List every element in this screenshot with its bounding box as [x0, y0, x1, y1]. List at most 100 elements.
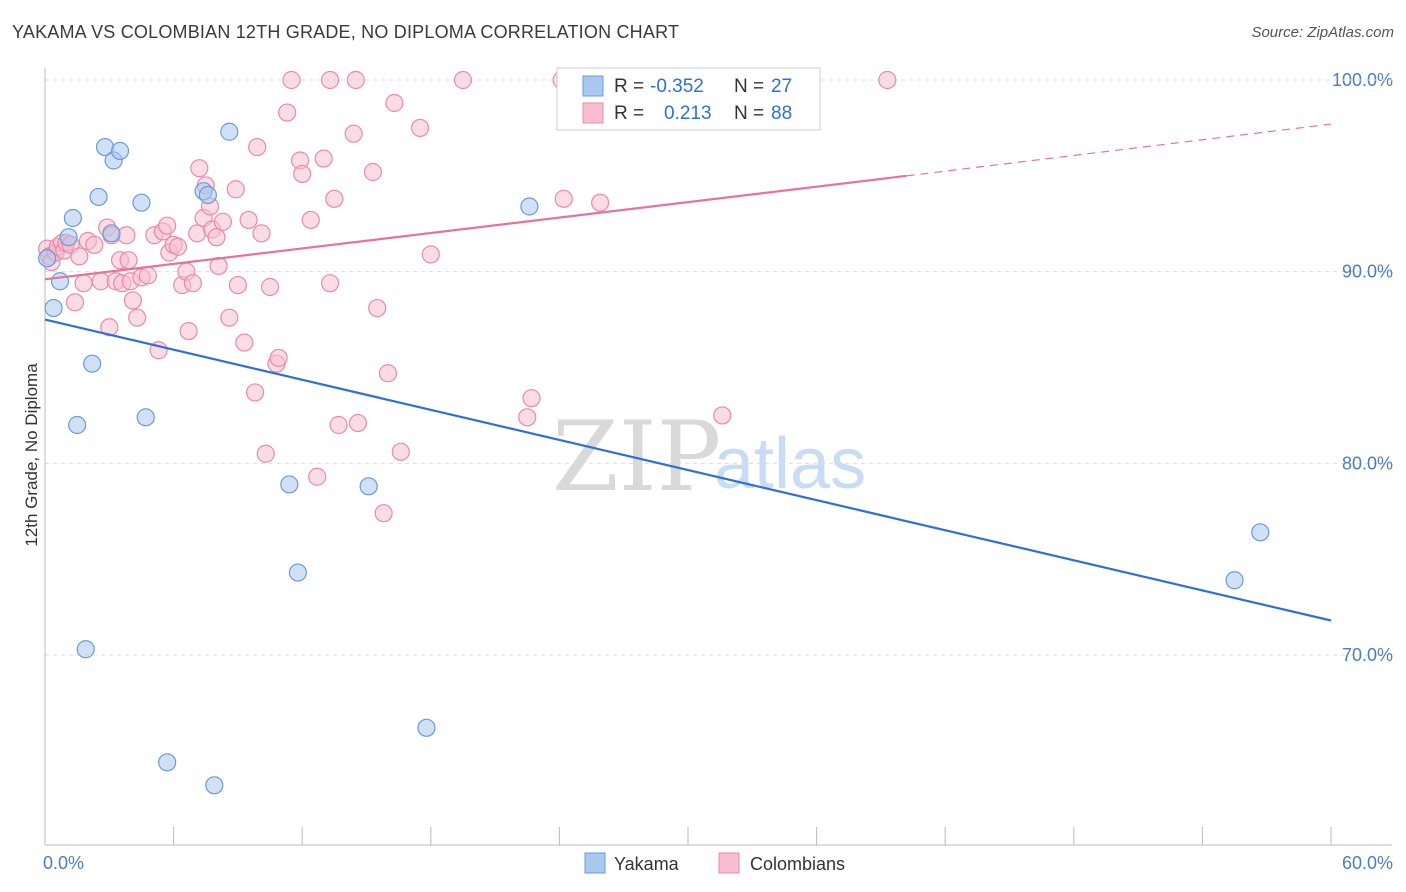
trend-line-colombians-extension [906, 123, 1332, 177]
colombian-point [522, 389, 541, 408]
legend-swatch-yakama [582, 75, 604, 97]
y-tick-label: 90.0% [1342, 262, 1393, 282]
trend-line-colombians [44, 174, 907, 281]
yakama-point [63, 208, 82, 228]
colombian-point [245, 383, 265, 402]
y-tick-label: 100.0% [1332, 70, 1393, 90]
colombian-point [117, 226, 136, 245]
x-tick-label-max: 60.0% [1342, 853, 1393, 873]
y-tick-label: 70.0% [1342, 645, 1393, 665]
legend-box: R = -0.352 N = 27 R = 0.213 N = 88 [556, 67, 821, 131]
yakama-point [136, 408, 155, 427]
colombian-point [158, 216, 177, 235]
yakama-point [76, 640, 95, 659]
source-label: Source: ZipAtlas.com [1251, 24, 1394, 41]
legend-r-label-yakama: R = [614, 76, 644, 97]
chart-title: YAKAMA VS COLOMBIAN 12TH GRADE, NO DIPLO… [12, 22, 680, 42]
yakama-point [280, 475, 299, 494]
colombian-point [65, 293, 85, 312]
colombian-point [308, 467, 327, 486]
colombian-point [85, 235, 104, 254]
x-tick-label-min: 0.0% [43, 853, 84, 873]
yakama-point [38, 249, 57, 268]
yakama-point [1251, 523, 1270, 542]
colombian-point [320, 70, 340, 90]
yakama-point [50, 272, 70, 291]
watermark-atlas: atlas [714, 424, 866, 504]
colombian-point [878, 70, 897, 90]
watermark: ZIP atlas [552, 401, 866, 513]
yakama-point [220, 122, 239, 141]
colombian-point [368, 298, 387, 318]
colombian-point [348, 413, 368, 433]
colombian-point [74, 274, 93, 293]
colombian-point [518, 408, 537, 427]
yakama-point [110, 141, 130, 161]
yakama-point [1225, 571, 1244, 590]
colombian-point [138, 266, 157, 285]
colombian-point [252, 224, 271, 243]
series-yakama [38, 122, 1270, 795]
yakama-point [417, 718, 436, 737]
bottom-legend-label-colombians: Colombians [750, 854, 845, 874]
yakama-point [520, 197, 539, 216]
yakama-point [198, 185, 217, 205]
colombian-point [554, 189, 573, 208]
colombian-point [228, 275, 247, 295]
yakama-point [102, 224, 121, 243]
colombian-point [278, 103, 297, 122]
colombian-point [183, 274, 202, 293]
bottom-legend-swatch-yakama [584, 852, 606, 874]
legend-n-value-yakama: 27 [771, 76, 792, 97]
yakama-point [288, 563, 308, 582]
series-colombians [38, 70, 897, 523]
yakama-point [205, 776, 224, 795]
legend-n-label-yakama: N = [734, 76, 764, 97]
yakama-point [68, 415, 87, 435]
colombian-point [385, 93, 404, 113]
yakama-point [44, 298, 63, 318]
colombian-point [226, 180, 245, 199]
trend-line-yakama [44, 318, 1332, 622]
yakama-point [158, 753, 177, 772]
colombian-point [128, 308, 147, 327]
colombian-point [346, 70, 365, 90]
y-tick-label: 80.0% [1342, 453, 1393, 473]
colombian-point [363, 162, 383, 182]
colombian-point [119, 251, 138, 270]
trend-lines [44, 123, 1332, 622]
yakama-point [89, 187, 108, 207]
colombian-point [282, 70, 301, 90]
yakama-point [132, 193, 151, 212]
colombian-point [325, 189, 344, 208]
colombian-point [391, 442, 410, 461]
bottom-legend-swatch-colombians [718, 852, 740, 874]
colombian-point [213, 212, 232, 231]
colombian-point [329, 415, 348, 435]
colombian-point [168, 237, 187, 256]
colombian-point [188, 224, 207, 243]
colombian-point [207, 228, 226, 247]
legend-n-value-colombians: 88 [771, 103, 792, 124]
colombian-point [314, 149, 333, 168]
colombian-point [179, 321, 198, 341]
colombian-point [293, 164, 312, 184]
colombian-point [248, 137, 267, 157]
colombian-point [374, 504, 393, 523]
legend-r-value-colombians: 0.213 [664, 103, 712, 124]
colombian-point [301, 210, 320, 230]
yakama-point [359, 477, 378, 496]
colombian-point [256, 444, 275, 463]
colombian-point [344, 124, 363, 143]
bottom-legend: Yakama Colombians [584, 852, 845, 874]
colombian-point [190, 159, 209, 178]
colombian-point [421, 245, 440, 264]
colombian-point [269, 348, 288, 368]
colombian-point [320, 274, 340, 293]
colombian-point [239, 210, 258, 230]
colombian-point [713, 406, 732, 425]
colombian-point [591, 193, 610, 212]
yakama-point [83, 354, 102, 373]
axes: 0.0% 60.0% [43, 68, 1393, 873]
